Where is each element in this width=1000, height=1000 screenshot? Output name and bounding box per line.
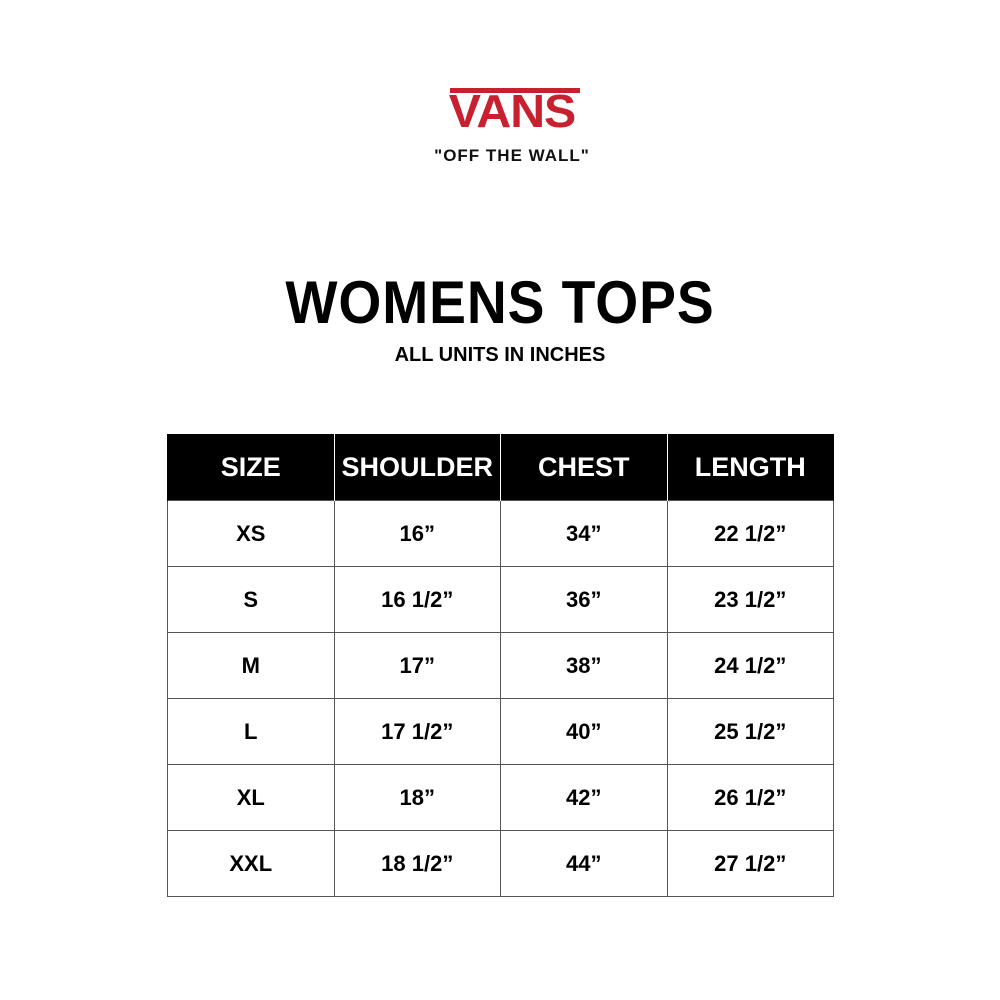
table-cell: 17” bbox=[333, 632, 501, 699]
table-cell: 40” bbox=[500, 698, 668, 765]
table-cell: 25 1/2” bbox=[666, 698, 834, 765]
table-cell: 18 1/2” bbox=[333, 830, 501, 897]
table-cell: M bbox=[167, 632, 335, 699]
table-cell: 38” bbox=[500, 632, 668, 699]
table-cell: 26 1/2” bbox=[666, 764, 834, 831]
header-row: SIZE SHOULDER CHEST LENGTH bbox=[167, 434, 834, 501]
table-cell: L bbox=[167, 698, 335, 765]
table-cell: 16 1/2” bbox=[333, 566, 501, 633]
table-cell: XXL bbox=[167, 830, 335, 897]
table-cell: S bbox=[167, 566, 335, 633]
vans-logo: VANS bbox=[444, 88, 580, 134]
size-chart-table: SIZE SHOULDER CHEST LENGTH XS 16” 34” 22 1/2” S… bbox=[167, 434, 834, 897]
table-row: XS 16” 34” 22 1/2” bbox=[167, 500, 834, 567]
table-row: L 17 1/2” 40” 25 1/2” bbox=[167, 698, 834, 765]
table-cell: 34” bbox=[500, 500, 668, 567]
table-cell: 42” bbox=[500, 764, 668, 831]
logo-bar bbox=[450, 88, 580, 93]
table-row: XL 18” 42” 26 1/2” bbox=[167, 764, 834, 831]
page-subtitle: ALL UNITS IN INCHES bbox=[394, 344, 606, 366]
table-row: M 17” 38” 24 1/2” bbox=[167, 632, 834, 699]
column-header: SHOULDER bbox=[333, 434, 501, 501]
table-cell: 24 1/2” bbox=[666, 632, 834, 699]
column-header: CHEST bbox=[500, 434, 668, 501]
page-title: WOMENS TOPS bbox=[285, 269, 715, 336]
table-cell: 16” bbox=[333, 500, 501, 567]
table-cell: 23 1/2” bbox=[666, 566, 834, 633]
table-cell: XS bbox=[167, 500, 335, 567]
column-header: LENGTH bbox=[666, 434, 834, 501]
column-header: SIZE bbox=[167, 434, 335, 501]
table-row: S 16 1/2” 36” 23 1/2” bbox=[167, 566, 834, 633]
table-cell: 44” bbox=[500, 830, 668, 897]
table-cell: XL bbox=[167, 764, 335, 831]
table-cell: 22 1/2” bbox=[666, 500, 834, 567]
tagline: "OFF THE WALL" bbox=[434, 146, 590, 165]
table-cell: 27 1/2” bbox=[666, 830, 834, 897]
table-cell: 17 1/2” bbox=[333, 698, 501, 765]
table-cell: 36” bbox=[500, 566, 668, 633]
table-cell: 18” bbox=[333, 764, 501, 831]
table-row: XXL 18 1/2” 44” 27 1/2” bbox=[167, 830, 834, 897]
logo-wordmark: VANS bbox=[448, 85, 576, 137]
